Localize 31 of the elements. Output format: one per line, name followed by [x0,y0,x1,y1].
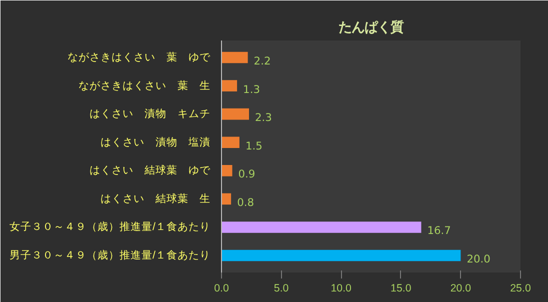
y-tick-label: はくさい 結球葉 生 [100,192,210,205]
x-tick-label: 0.0 [214,282,229,294]
data-label: 16.7 [427,224,451,238]
x-tick-label: 15.0 [390,282,412,294]
bar [222,80,238,92]
bar [222,136,240,148]
bar [222,250,461,262]
data-label: 2.3 [255,111,272,124]
y-tick-label: はくさい 漬物 キムチ [90,107,210,120]
chart-title: たんぱく質 [338,20,404,36]
y-tick-label: ながさきはくさい 葉 生 [78,78,210,92]
data-label: 0.9 [238,168,256,181]
data-label: 2.2 [254,54,271,68]
x-tick-label: 10.0 [330,282,352,294]
bar [222,108,250,120]
bar [222,164,232,176]
x-tick-label: 25.0 [510,282,531,294]
bar [222,193,232,205]
bar [222,52,248,64]
x-tick-label: 20.0 [450,282,472,294]
bar [222,222,422,233]
y-tick-label: はくさい 結球葉 ゆで [90,164,212,177]
data-label: 1.5 [245,139,262,152]
y-tick-label: 女子３０～４９（歳）推進量/１食あたり [10,220,211,234]
x-tick-label: 5.0 [274,282,289,294]
y-tick-label: ながさきはくさい 葉 ゆで [68,50,212,64]
data-label: 0.8 [237,196,254,209]
data-label: 1.3 [243,82,260,96]
data-label: 20.0 [466,252,491,266]
y-tick-label: はくさい 漬物 塩漬 [100,135,210,148]
y-tick-label: 男子３０～４９（歳）推進量/１食あたり [10,248,211,262]
